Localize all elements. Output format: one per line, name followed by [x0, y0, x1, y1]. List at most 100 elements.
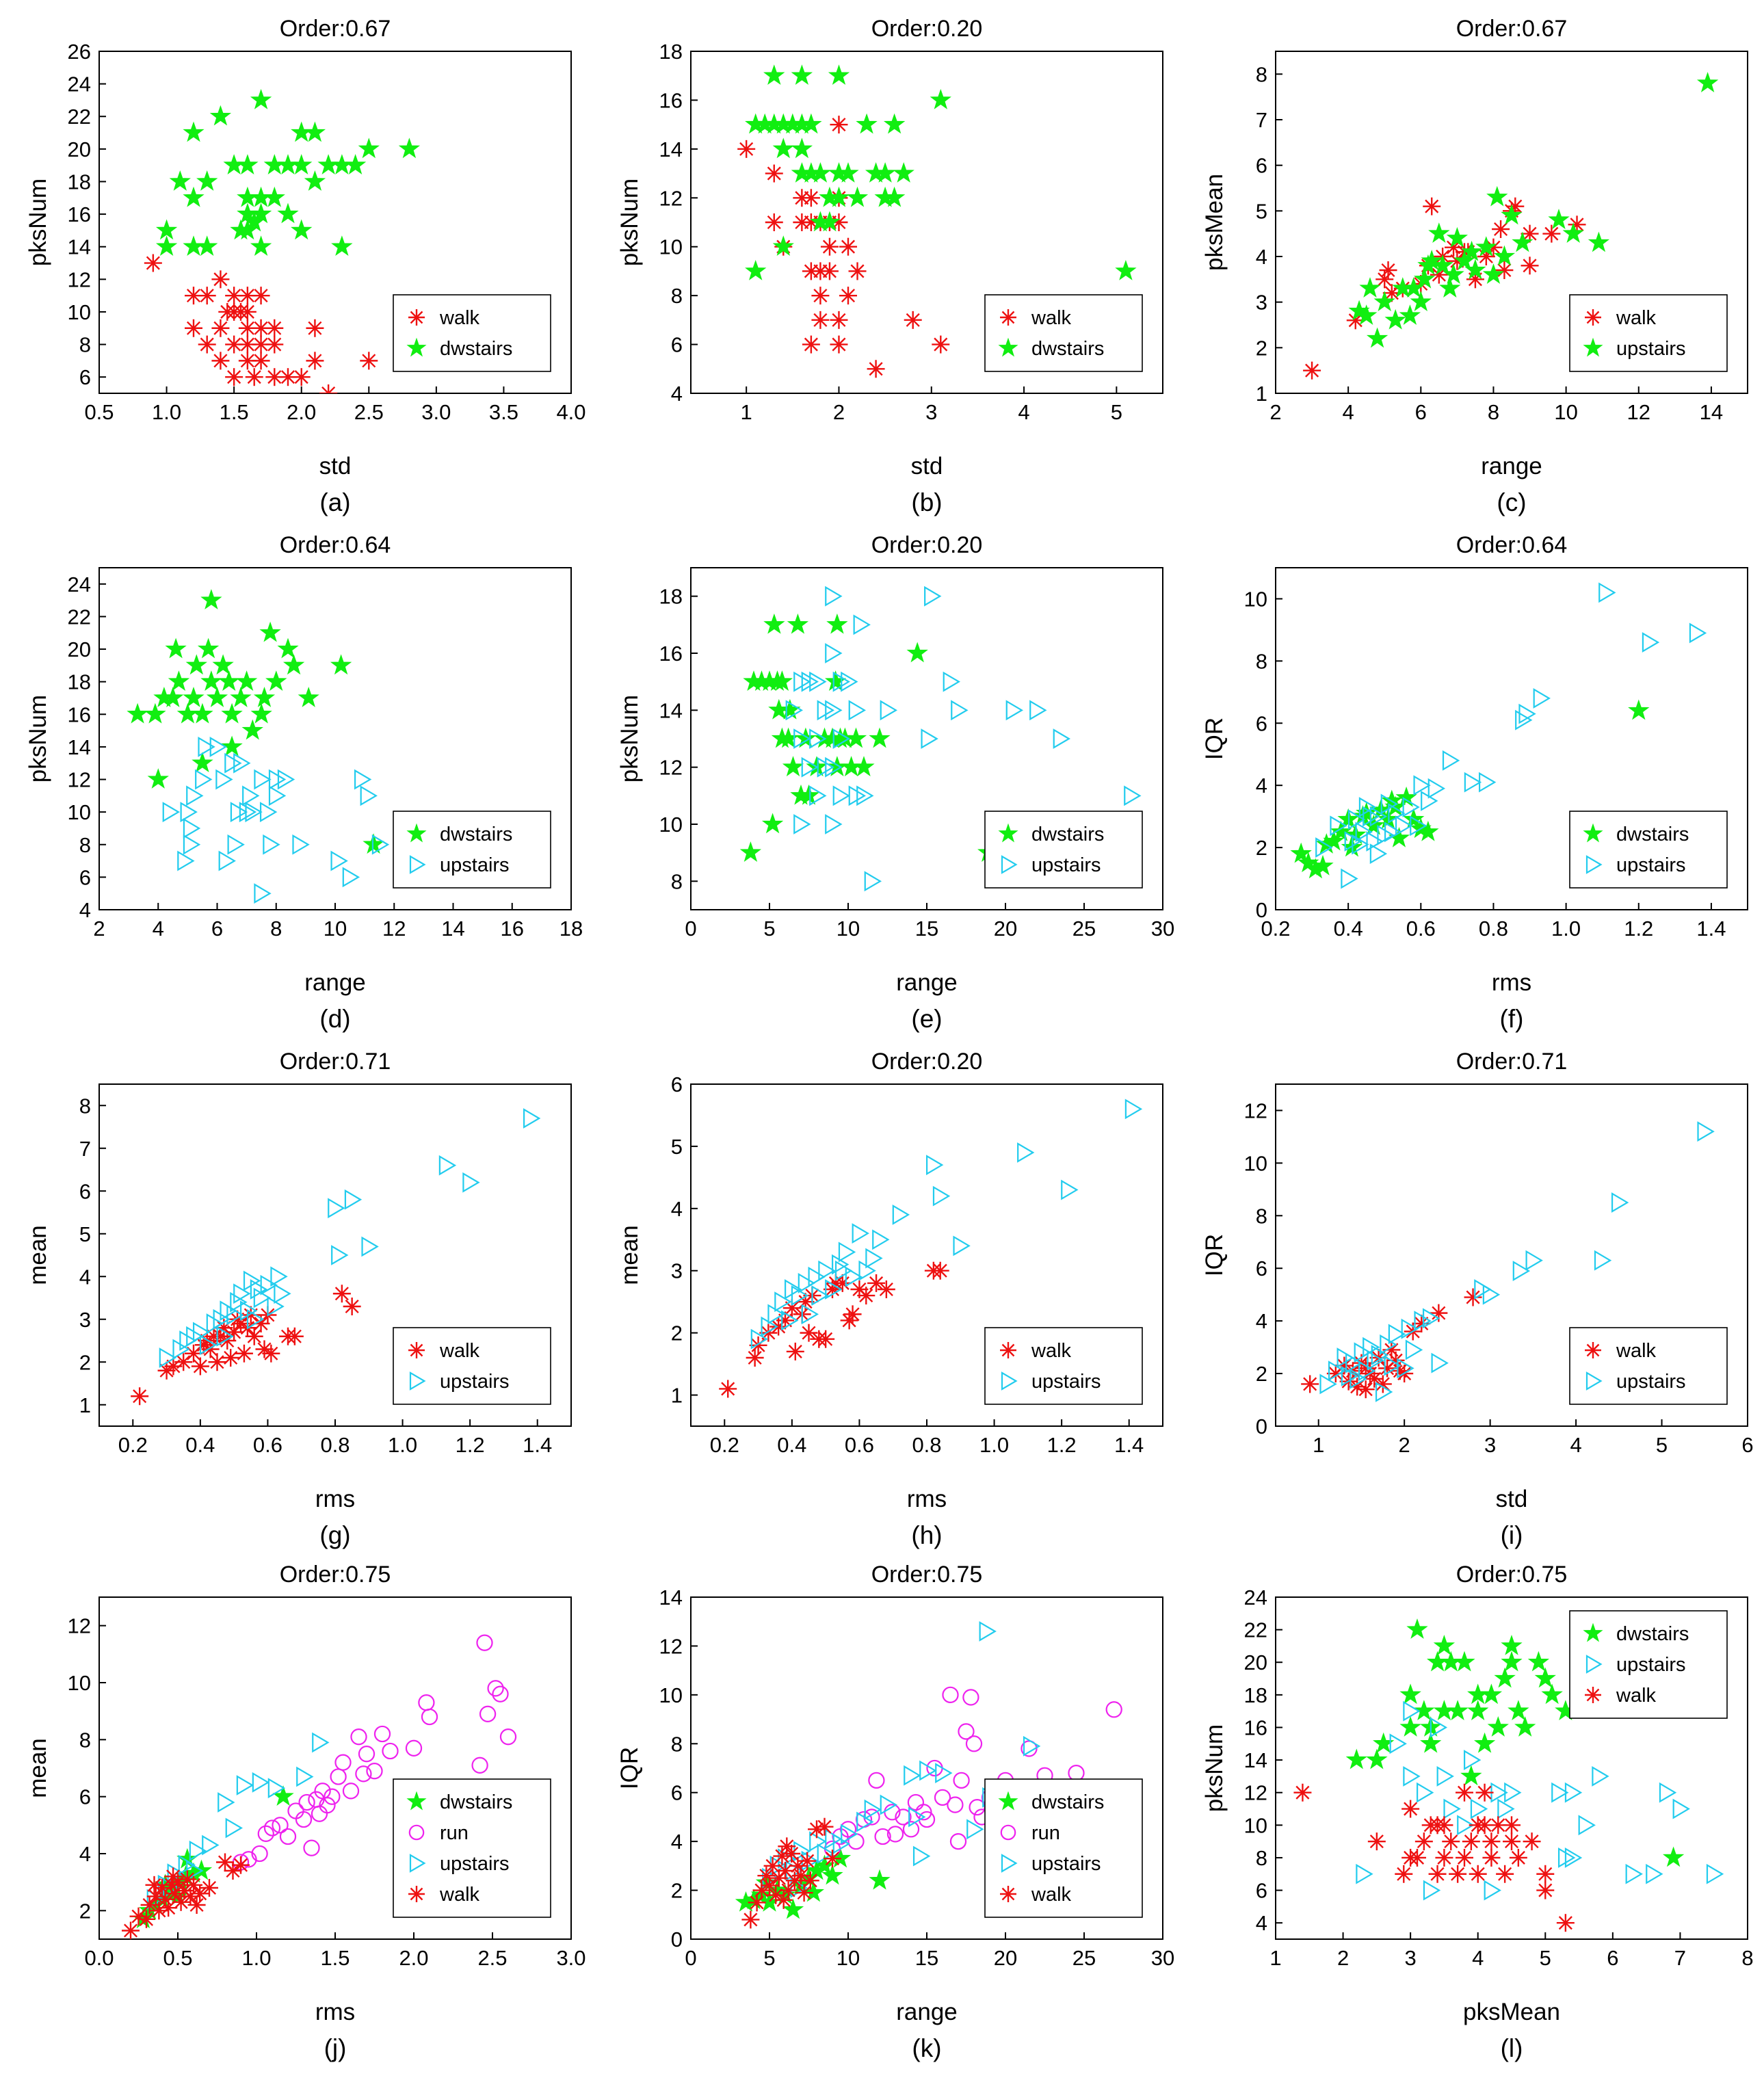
- data-marks: [127, 589, 390, 904]
- point-walk: [145, 1876, 163, 1894]
- legend: dwstairs upstairs walk: [1569, 1610, 1728, 1719]
- x-tick-label: 4: [1472, 1946, 1484, 1970]
- x-tick-label: 2: [833, 400, 845, 424]
- point-dwstairs: [265, 670, 287, 692]
- y-tick-label: 4: [671, 382, 683, 406]
- point-dwstairs: [1399, 1715, 1421, 1737]
- point-walk: [765, 164, 783, 183]
- x-tick-label: 20: [994, 917, 1017, 941]
- point-dwstairs: [165, 637, 187, 659]
- y-axis-label: pksNum: [1201, 1724, 1228, 1812]
- point-upstairs: [1484, 1880, 1501, 1901]
- x-tick-label: 1.4: [1696, 917, 1726, 941]
- point-dwstairs: [869, 1869, 891, 1890]
- subplot-caption: (d): [319, 1005, 350, 1033]
- point-upstairs: [1029, 700, 1047, 721]
- legend-box: [1569, 811, 1728, 889]
- y-tick-label: 8: [1256, 649, 1267, 673]
- y-tick-label: 8: [79, 333, 91, 357]
- point-upstairs: [215, 769, 233, 790]
- point-walk: [1521, 257, 1539, 275]
- point-walk: [245, 1327, 263, 1345]
- point-run: [366, 1763, 383, 1780]
- x-tick-label: 25: [1072, 1946, 1096, 1970]
- y-tick-label: 18: [68, 670, 91, 694]
- point-upstairs: [1375, 1382, 1393, 1402]
- point-walk: [801, 1871, 819, 1890]
- chart-title: Order:0.71: [1456, 1049, 1568, 1075]
- point-dwstairs: [1413, 1700, 1435, 1721]
- y-axis-label: IQR: [1201, 718, 1228, 760]
- point-dwstairs: [344, 154, 367, 175]
- point-dwstairs: [1406, 1618, 1428, 1639]
- chart-title: Order:0.20: [871, 532, 983, 558]
- point-walk: [1462, 1832, 1480, 1851]
- point-dwstairs: [259, 621, 281, 642]
- y-tick-label: 6: [79, 1179, 91, 1203]
- point-dwstairs: [250, 202, 272, 224]
- point-upstairs: [328, 1198, 345, 1219]
- point-walk: [1414, 1832, 1433, 1851]
- point-walk: [185, 287, 202, 305]
- point-run: [886, 1826, 904, 1843]
- legend-label-walk: walk: [1031, 1884, 1072, 1906]
- point-run: [476, 1634, 493, 1651]
- point-run: [373, 1725, 391, 1743]
- point-upstairs: [1646, 1863, 1663, 1884]
- y-tick-label: 8: [1256, 1204, 1267, 1228]
- point-walk: [815, 1817, 834, 1836]
- point-walk: [279, 368, 297, 386]
- x-tick-label: 1: [1269, 1946, 1281, 1970]
- point-upstairs: [908, 1806, 926, 1828]
- chart-g: 0.2 0.4 0.6 0.8 1.0 1.2 1.4 1 2 3 4 5 6 7 8 Order:0.71 r…: [25, 1049, 572, 1549]
- point-upstairs: [1689, 622, 1707, 644]
- point-dwstairs: [1363, 814, 1384, 835]
- point-upstairs: [1328, 1360, 1346, 1382]
- x-axis-label: rms: [907, 1486, 947, 1512]
- point-dwstairs: [277, 154, 299, 175]
- x-tick-label: 3.0: [421, 400, 451, 424]
- point-upstairs: [1341, 868, 1358, 889]
- point-upstairs: [371, 834, 390, 855]
- point-run: [311, 1805, 328, 1822]
- point-dwstairs: [209, 105, 232, 126]
- y-axis-label: mean: [616, 1225, 643, 1285]
- y-axis-label: pksNum: [25, 179, 51, 266]
- chart-c: 2 4 6 8 10 12 1412345678Order:0.67range(c)pksM…: [1201, 16, 1748, 516]
- point-upstairs: [919, 1760, 937, 1781]
- point-walk: [1456, 1783, 1473, 1802]
- x-tick-label: 30: [1151, 917, 1174, 941]
- subplot-caption: (j): [324, 2034, 347, 2062]
- point-upstairs: [199, 1334, 218, 1356]
- y-tick-label: 16: [68, 202, 91, 226]
- x-tick-label: 1.4: [1114, 1433, 1144, 1457]
- point-walk: [1428, 1865, 1447, 1883]
- chart-title: Order:0.75: [871, 1562, 983, 1588]
- point-dwstairs: [837, 162, 859, 183]
- point-upstairs: [1512, 231, 1533, 252]
- point-walk: [198, 335, 216, 354]
- y-tick-label: 26: [68, 40, 91, 64]
- legend-label-upstairs: upstairs: [1031, 854, 1101, 876]
- y-tick-label: 6: [671, 1781, 683, 1805]
- y-tick-label: 16: [659, 642, 683, 666]
- point-dwstairs: [291, 219, 313, 240]
- point-upstairs: [811, 1285, 829, 1306]
- y-tick-label: 22: [68, 605, 91, 629]
- subplot-caption: (c): [1497, 488, 1526, 516]
- x-tick-label: 1.2: [1047, 1433, 1077, 1457]
- x-tick-label: 0.5: [84, 400, 114, 424]
- point-walk: [817, 1330, 835, 1348]
- point-walk: [174, 1353, 193, 1371]
- point-dwstairs: [155, 235, 178, 257]
- x-tick-label: 0.4: [777, 1433, 806, 1457]
- point-walk: [262, 1344, 280, 1363]
- point-upstairs: [180, 802, 198, 823]
- point-upstairs: [825, 757, 843, 778]
- y-tick-label: 20: [1244, 1650, 1267, 1674]
- point-dwstairs: [1312, 854, 1334, 876]
- point-walk: [719, 1380, 737, 1398]
- point-dwstairs: [800, 113, 822, 134]
- point-upstairs: [1414, 1311, 1432, 1332]
- point-dwstairs: [200, 589, 222, 609]
